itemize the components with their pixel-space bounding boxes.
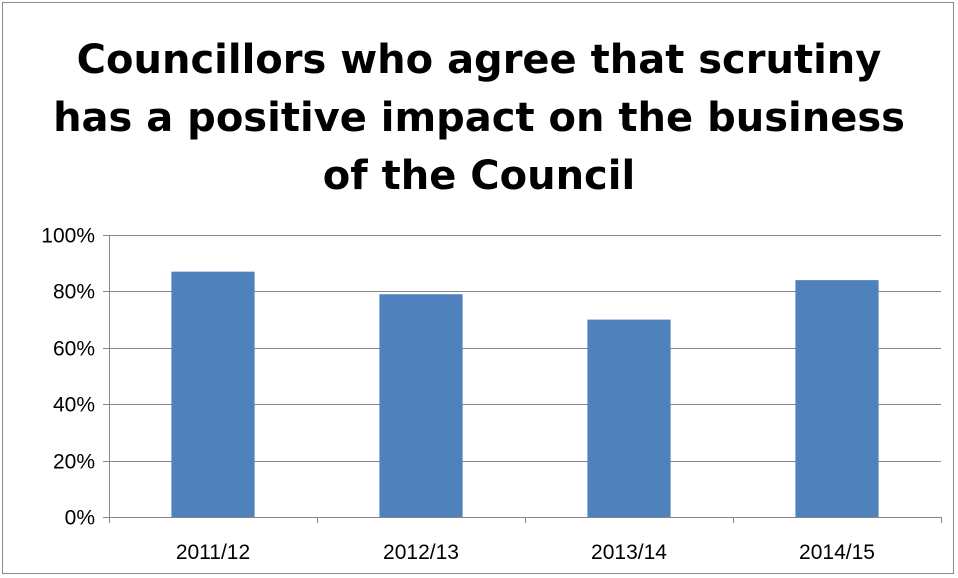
y-tick-label: 20% (53, 451, 95, 474)
y-tick-label: 100% (41, 225, 95, 248)
x-tick-label: 2014/15 (799, 541, 875, 564)
bar (587, 319, 671, 517)
y-tick-label: 40% (53, 394, 95, 417)
y-tick-label: 0% (65, 507, 95, 530)
x-tick-label: 2012/13 (383, 541, 459, 564)
x-tick-label: 2013/14 (591, 541, 667, 564)
y-tick-label: 80% (53, 281, 95, 304)
chart-title: Councillors who agree that scrutiny has … (53, 37, 905, 199)
bar (171, 271, 255, 517)
y-tick-label: 60% (53, 338, 95, 361)
bar (795, 280, 879, 517)
x-tick-label: 2011/12 (176, 541, 250, 564)
bar (379, 294, 463, 517)
